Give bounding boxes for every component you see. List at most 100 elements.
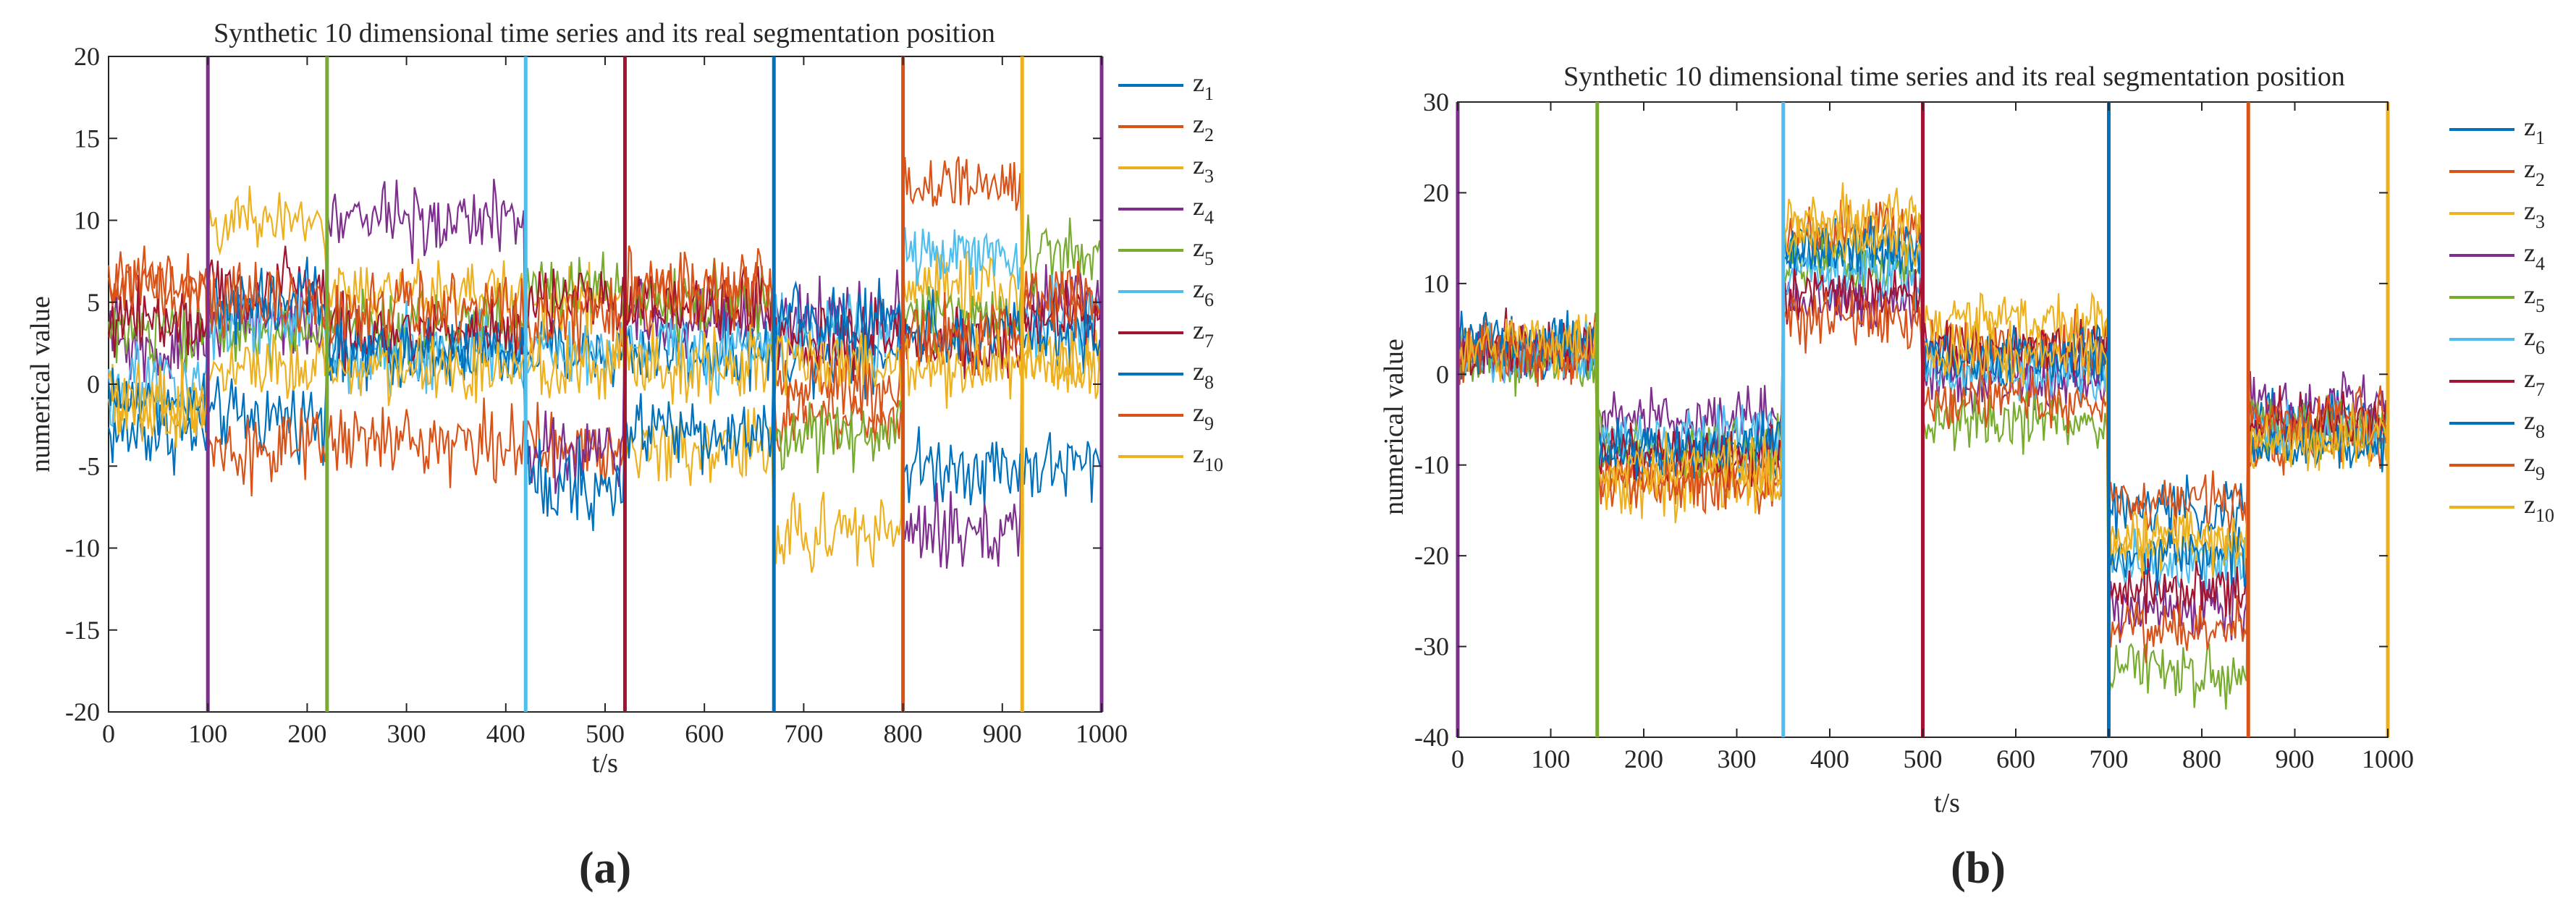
legend-label: z6 <box>2524 322 2545 358</box>
y-tick-label: 15 <box>74 124 100 153</box>
x-tick-label: 800 <box>2182 744 2221 773</box>
x-tick-label: 0 <box>102 719 115 748</box>
legend-item-z8: z8 <box>1118 357 1214 393</box>
x-tick-label: 100 <box>188 719 227 748</box>
y-tick-label: -5 <box>78 451 100 480</box>
y-tick-label: 20 <box>1423 178 1449 207</box>
x-tick-label: 900 <box>983 719 1022 748</box>
legend-label: z4 <box>2524 238 2545 274</box>
series-line-z10 <box>107 322 1103 449</box>
x-tick-label: 400 <box>486 719 525 748</box>
legend-label: z10 <box>1193 439 1223 475</box>
y-tick-label: 10 <box>1423 269 1449 298</box>
x-tick-label: 500 <box>1904 744 1943 773</box>
y-tick-label: 10 <box>74 206 100 235</box>
x-tick-label: 0 <box>1451 744 1464 773</box>
legend-item-z10: z10 <box>1118 439 1223 475</box>
legend-label: z9 <box>1193 398 1214 434</box>
legend-item-z7: z7 <box>2449 364 2545 400</box>
legend-item-z6: z6 <box>2449 322 2545 358</box>
x-tick-label: 600 <box>685 719 724 748</box>
legend-label: z7 <box>2524 364 2545 400</box>
legend: z1 z2 z3 z4 z5 z6 z7 z8 z9 z10 <box>2449 112 2554 526</box>
x-tick-label: 200 <box>287 719 326 748</box>
x-tick-label: 800 <box>884 719 923 748</box>
x-axis-ticks: 0 100 200 300 400 500 600 700 800 900 1000 <box>102 56 1128 748</box>
x-tick-label: 500 <box>586 719 625 748</box>
legend-item-z3: z3 <box>2449 196 2545 232</box>
y-tick-label: -20 <box>1414 541 1449 570</box>
chart-panel-a: Synthetic 10 dimensional time series and… <box>25 18 1223 893</box>
y-tick-label: 0 <box>1436 360 1449 389</box>
legend-item-z4: z4 <box>1118 192 1214 228</box>
y-axis-label: numerical value <box>25 296 56 472</box>
legend-item-z9: z9 <box>1118 398 1214 434</box>
legend-label: z1 <box>2524 112 2545 148</box>
y-tick-label: 5 <box>87 288 100 317</box>
x-tick-label: 600 <box>1996 744 2035 773</box>
legend-item-z7: z7 <box>1118 315 1214 352</box>
x-tick-label: 300 <box>1718 744 1757 773</box>
y-tick-label: 20 <box>74 42 100 71</box>
legend-label: z9 <box>2524 448 2545 484</box>
panel-caption: (a) <box>579 844 631 893</box>
chart-title: Synthetic 10 dimensional time series and… <box>214 18 995 48</box>
legend-item-z3: z3 <box>1118 150 1214 187</box>
legend-label: z5 <box>2524 280 2545 316</box>
legend-label: z4 <box>1193 192 1214 228</box>
series-line-z1 <box>107 298 1102 508</box>
segment-boundaries <box>1456 102 2390 737</box>
series-line-z4 <box>107 179 1103 569</box>
legend-label: z8 <box>2524 406 2545 442</box>
x-tick-label: 200 <box>1624 744 1663 773</box>
y-tick-label: -40 <box>1414 723 1449 752</box>
x-tick-label: 1000 <box>2362 744 2414 773</box>
y-axis-ticks: -40 -30 -20 -10 0 10 20 30 <box>1414 88 2388 752</box>
legend-item-z9: z9 <box>2449 448 2545 484</box>
x-tick-label: 100 <box>1532 744 1571 773</box>
y-tick-label: -10 <box>1414 451 1449 480</box>
x-tick-label: 900 <box>2276 744 2315 773</box>
y-tick-label: -30 <box>1414 632 1449 661</box>
legend-label: z7 <box>1193 315 1214 352</box>
segment-boundaries <box>206 56 1104 712</box>
legend-item-z4: z4 <box>2449 238 2545 274</box>
y-tick-label: -10 <box>65 534 100 563</box>
legend-item-z1: z1 <box>2449 112 2545 148</box>
legend-item-z6: z6 <box>1118 274 1214 310</box>
chart-title: Synthetic 10 dimensional time series and… <box>1563 61 2345 92</box>
series-line-z9 <box>107 245 1103 433</box>
x-tick-label: 700 <box>2090 744 2129 773</box>
legend-label: z8 <box>1193 357 1214 393</box>
legend-item-z10: z10 <box>2449 490 2554 526</box>
legend-label: z10 <box>2524 490 2554 526</box>
y-tick-label: -15 <box>65 616 100 645</box>
legend-item-z5: z5 <box>2449 280 2545 316</box>
panel-caption: (b) <box>1951 844 2006 893</box>
x-tick-label: 400 <box>1810 744 1849 773</box>
legend-item-z2: z2 <box>2449 154 2545 190</box>
legend-label: z2 <box>1193 109 1214 145</box>
series-lines <box>107 156 1103 573</box>
y-tick-label: 30 <box>1423 88 1449 116</box>
x-axis-label: t/s <box>1934 788 1960 818</box>
legend-label: z6 <box>1193 274 1214 310</box>
y-tick-label: -20 <box>65 697 100 726</box>
x-axis-ticks: 0 100 200 300 400 500 600 700 800 900 1000 <box>1451 102 2414 773</box>
legend-label: z3 <box>1193 150 1214 187</box>
x-tick-label: 300 <box>387 719 426 748</box>
legend-label: z3 <box>2524 196 2545 232</box>
legend-item-z1: z1 <box>1118 68 1214 104</box>
legend-label: z5 <box>1193 233 1214 269</box>
legend: z1 z2 z3 z4 z5 z6 z7 z8 z9 z10 <box>1118 68 1223 475</box>
y-axis-label: numerical value <box>1379 339 1409 515</box>
x-tick-label: 1000 <box>1076 719 1128 748</box>
x-tick-label: 700 <box>784 719 823 748</box>
legend-item-z2: z2 <box>1118 109 1214 145</box>
x-axis-label: t/s <box>592 748 618 778</box>
legend-label: z2 <box>2524 154 2545 190</box>
legend-item-z5: z5 <box>1118 233 1214 269</box>
legend-item-z8: z8 <box>2449 406 2545 442</box>
legend-label: z1 <box>1193 68 1214 104</box>
